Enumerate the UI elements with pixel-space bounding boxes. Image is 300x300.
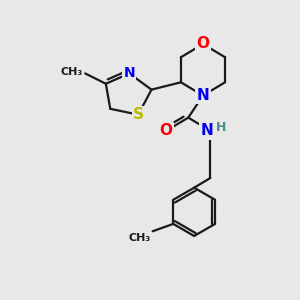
- Text: O: O: [160, 123, 173, 138]
- Text: O: O: [196, 37, 209, 52]
- Text: S: S: [133, 107, 144, 122]
- Text: CH₃: CH₃: [129, 233, 151, 243]
- Text: N: N: [196, 88, 209, 103]
- Text: CH₃: CH₃: [61, 67, 83, 77]
- Text: N: N: [124, 66, 135, 80]
- Text: N: N: [200, 123, 213, 138]
- Text: H: H: [216, 121, 227, 134]
